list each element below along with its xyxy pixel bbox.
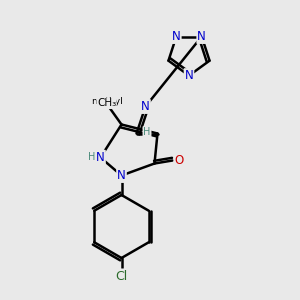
Text: N: N (96, 151, 105, 164)
Text: methyl: methyl (91, 98, 122, 106)
Text: N: N (184, 69, 194, 82)
Text: N: N (141, 100, 150, 113)
Text: H: H (143, 127, 151, 137)
Text: H: H (88, 152, 96, 163)
Text: N: N (117, 169, 126, 182)
Text: N: N (172, 30, 181, 43)
Text: N: N (197, 30, 206, 43)
Text: CH₃: CH₃ (97, 98, 116, 109)
Text: O: O (175, 154, 184, 167)
Text: Cl: Cl (116, 269, 128, 283)
